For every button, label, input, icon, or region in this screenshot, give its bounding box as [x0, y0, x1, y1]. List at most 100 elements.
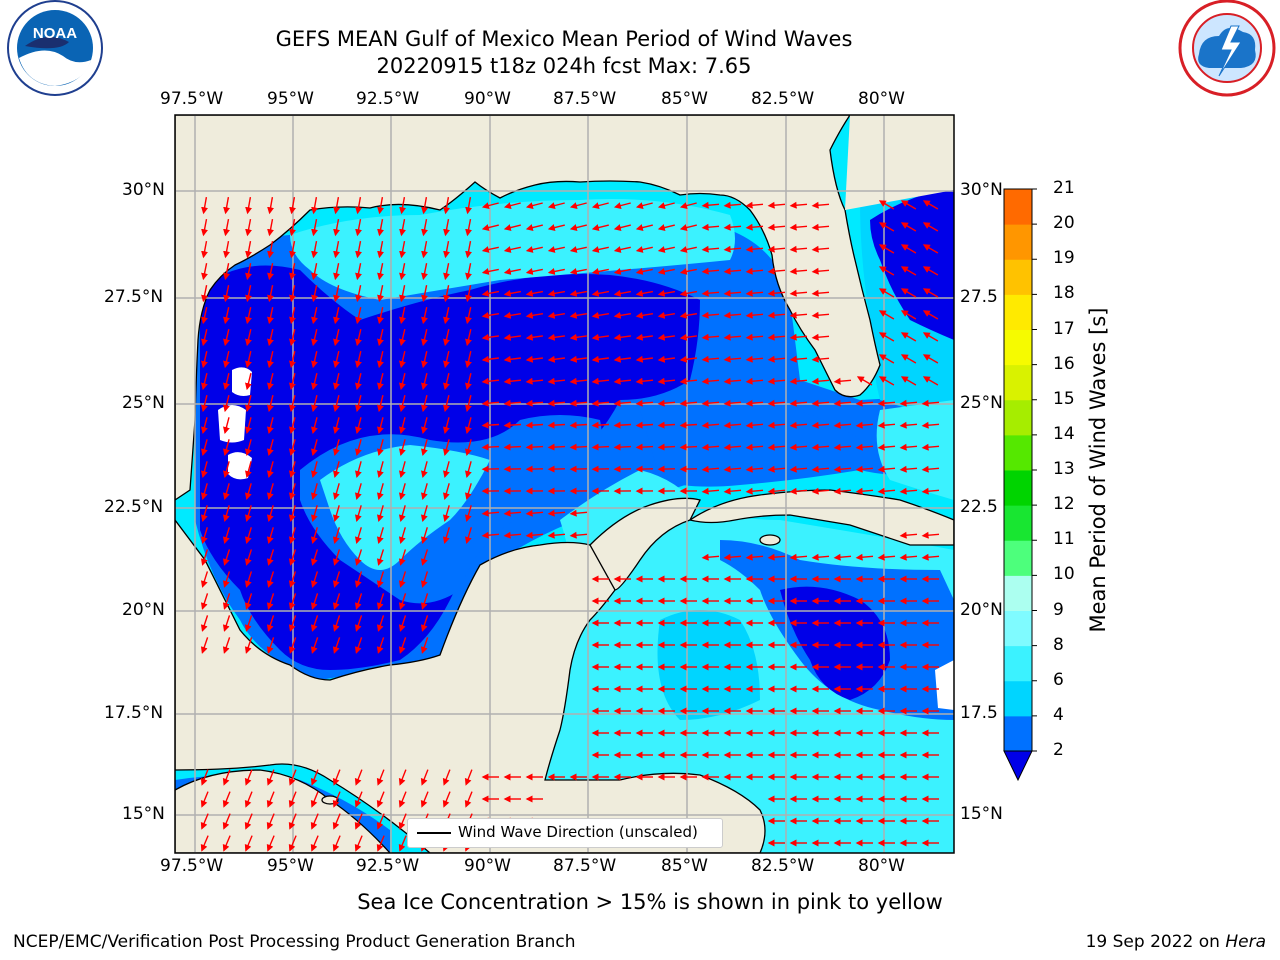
- wind-wave-arrow: [310, 791, 319, 808]
- wind-wave-arrow: [333, 351, 340, 369]
- wind-wave-arrow: [223, 329, 230, 347]
- wind-wave-arrow: [266, 527, 274, 545]
- wind-wave-arrow: [481, 377, 500, 385]
- wind-wave-arrow: [900, 376, 917, 386]
- wind-wave-arrow: [657, 355, 675, 363]
- wind-wave-arrow: [442, 439, 450, 457]
- wind-wave-arrow: [679, 289, 698, 297]
- wind-wave-arrow: [591, 333, 609, 341]
- wind-wave-arrow: [310, 835, 319, 852]
- wind-wave-arrow: [525, 355, 543, 363]
- wind-wave-arrow: [547, 421, 566, 429]
- wind-wave-arrow: [811, 377, 830, 385]
- wind-wave-arrow: [377, 351, 384, 369]
- wind-wave-arrow: [201, 351, 208, 369]
- wind-wave-arrow: [569, 531, 588, 539]
- wind-wave-arrow: [503, 224, 521, 231]
- wind-wave-arrow: [569, 224, 587, 231]
- lat-tick: 20°N: [960, 600, 1003, 620]
- wind-wave-arrow: [332, 593, 341, 610]
- wind-wave-arrow: [635, 355, 653, 363]
- colorbar-tick-label: 2: [1053, 740, 1064, 760]
- wind-wave-arrow: [921, 421, 940, 429]
- wind-wave-arrow: [464, 505, 472, 523]
- wind-wave-arrow: [723, 355, 742, 363]
- wind-wave-arrow: [878, 332, 895, 342]
- wind-wave-arrow: [332, 813, 341, 830]
- wind-wave-arrow: [310, 461, 318, 479]
- wind-wave-arrow: [377, 307, 384, 325]
- wind-wave-arrow: [355, 351, 362, 369]
- colorbar-bin: [1004, 399, 1032, 436]
- colorbar-tick-label: 4: [1053, 704, 1064, 725]
- wind-wave-arrow: [525, 224, 543, 231]
- wind-wave-arrow: [525, 311, 544, 319]
- wind-wave-arrow: [310, 549, 319, 566]
- wind-wave-arrow: [355, 285, 362, 303]
- wind-wave-arrow: [811, 223, 830, 231]
- wind-wave-arrow: [311, 240, 318, 259]
- wind-wave-arrow: [355, 263, 362, 281]
- wind-wave-arrow: [310, 571, 319, 588]
- map-frame: [174, 114, 955, 854]
- wind-wave-arrow: [222, 813, 231, 830]
- wind-wave-arrow: [245, 417, 252, 435]
- lon-tick: 95°W: [267, 856, 314, 876]
- wind-wave-arrow: [525, 509, 544, 517]
- wind-wave-arrow: [376, 505, 384, 523]
- wind-wave-arrow: [723, 201, 742, 209]
- wind-wave-arrow: [266, 571, 275, 588]
- wind-wave-arrow: [398, 483, 406, 501]
- wind-wave-arrow: [657, 311, 676, 319]
- wind-wave-arrow: [289, 395, 296, 413]
- wind-wave-arrow: [332, 791, 341, 808]
- wind-wave-arrow: [921, 443, 940, 451]
- wind-wave-arrow: [525, 531, 544, 539]
- wind-wave-arrow: [569, 377, 588, 385]
- wind-wave-arrow: [266, 813, 275, 830]
- wind-wave-arrow: [922, 244, 939, 254]
- wind-wave-arrow: [267, 218, 274, 237]
- wind-wave-arrow: [354, 527, 362, 545]
- wind-wave-arrow: [921, 553, 940, 561]
- wind-wave-arrow: [921, 465, 940, 473]
- wind-wave-arrow: [200, 483, 208, 501]
- footer-host: Hera: [1225, 932, 1266, 952]
- wind-wave-arrow: [355, 373, 362, 391]
- wind-wave-arrow: [245, 240, 252, 259]
- colorbar-tick-label: 14: [1053, 423, 1075, 444]
- wind-wave-arrow: [789, 465, 808, 473]
- wind-wave-arrow: [200, 835, 209, 852]
- wind-wave-arrow: [900, 244, 917, 254]
- wind-wave-arrow: [591, 377, 610, 385]
- wind-wave-arrow: [481, 202, 499, 209]
- colorbar-tick-label: 21: [1053, 178, 1075, 198]
- wind-wave-arrow: [464, 791, 473, 808]
- wind-wave-arrow: [922, 222, 939, 232]
- wind-wave-arrow: [613, 289, 632, 297]
- lon-tick: 95°W: [267, 89, 314, 109]
- wind-wave-arrows: [200, 196, 940, 852]
- wind-wave-arrow: [376, 527, 384, 545]
- wind-wave-arrow: [443, 351, 450, 369]
- wind-wave-arrow: [635, 311, 654, 319]
- wind-wave-arrow: [723, 289, 742, 297]
- lat-tick: 27.5: [960, 287, 998, 307]
- wind-wave-arrow: [200, 593, 209, 610]
- wind-wave-arrow: [222, 571, 231, 588]
- lon-tick: 82.5°W: [751, 89, 815, 109]
- wind-wave-arrow: [811, 487, 830, 495]
- wind-wave-arrow: [613, 377, 632, 385]
- wind-wave-arrow: [481, 399, 500, 407]
- wind-wave-arrow: [398, 439, 406, 457]
- wind-wave-arrow: [200, 439, 208, 457]
- wind-wave-arrow: [310, 527, 318, 545]
- wind-wave-arrow: [503, 421, 522, 429]
- wind-wave-arrow: [201, 329, 208, 347]
- wind-wave-arrow: [354, 483, 362, 501]
- wind-wave-arrow: [332, 769, 341, 786]
- wind-wave-arrow: [481, 224, 499, 231]
- wind-wave-arrow: [547, 531, 566, 539]
- wind-wave-arrow: [311, 263, 318, 281]
- lat-tick: 17.5: [960, 703, 998, 723]
